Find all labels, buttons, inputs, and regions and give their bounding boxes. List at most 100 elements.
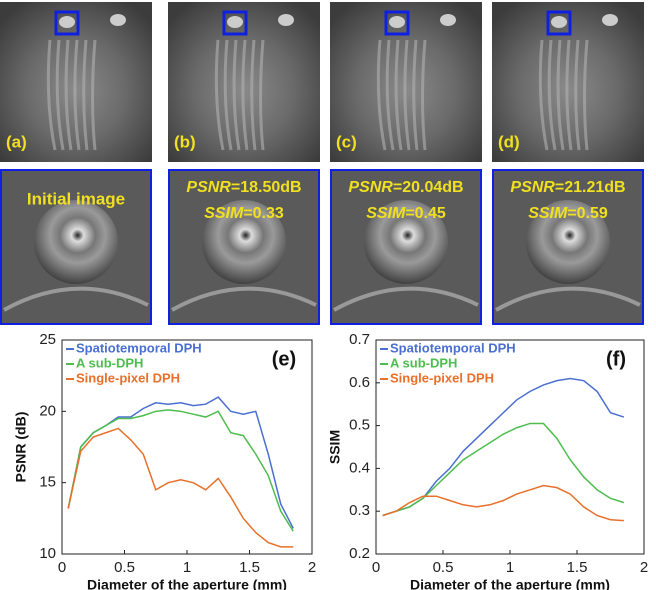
legend-label: A sub-DPH <box>76 355 143 370</box>
photo-texture <box>214 39 225 151</box>
crop-eye <box>526 200 610 284</box>
photo-texture <box>64 39 73 151</box>
metric-name: SSIM <box>204 205 244 222</box>
metric-value: =18.50dB <box>231 179 302 196</box>
series-line <box>67 409 294 532</box>
y-tick-label: 0.4 <box>349 459 370 476</box>
crop-eye <box>202 200 286 284</box>
panel-label: (c) <box>336 132 357 151</box>
photo-texture <box>91 39 97 151</box>
crop-texture <box>3 286 149 312</box>
photo-eye <box>278 14 294 26</box>
series-line <box>382 377 625 517</box>
panel-annotation: (f) <box>606 348 626 370</box>
crop-eye <box>364 200 448 284</box>
y-tick-label: 0.7 <box>349 331 370 348</box>
x-axis-label: Diameter of the aperture (mm) <box>87 577 287 590</box>
y-tick-label: 0.3 <box>349 502 370 519</box>
series-line <box>382 484 624 522</box>
photo-texture <box>232 39 241 151</box>
x-tick-label: 1.5 <box>239 559 260 576</box>
x-tick-label: 0.5 <box>433 559 454 576</box>
y-tick-label: 20 <box>39 402 56 419</box>
photo-texture <box>574 39 581 151</box>
x-tick-label: 1.5 <box>567 559 588 576</box>
series-line <box>67 396 294 529</box>
metric-name: PSNR <box>510 179 555 196</box>
crop-texture <box>333 286 479 312</box>
metric-name: PSNR <box>186 179 231 196</box>
crop-texture <box>495 286 641 312</box>
crop-metric: SSIM=0.33 <box>204 205 284 222</box>
photo-texture <box>556 39 565 151</box>
metric-value: =0.59 <box>567 205 608 222</box>
crop-texture <box>171 286 317 312</box>
y-tick-label: 15 <box>39 474 56 491</box>
photo-texture <box>376 39 387 151</box>
metric-value: =20.04dB <box>393 179 464 196</box>
x-tick-label: 0.5 <box>114 559 135 576</box>
roi-box <box>222 10 248 36</box>
legend-label: Single-pixel DPH <box>390 370 494 385</box>
photo-texture <box>565 39 573 151</box>
crop-metric: PSNR=21.21dB <box>510 179 625 196</box>
x-tick-label: 2 <box>308 559 316 576</box>
photo-eye <box>602 14 618 26</box>
photo-texture <box>82 39 89 151</box>
legend-label: Single-pixel DPH <box>76 370 180 385</box>
photo-eye <box>59 16 75 28</box>
series-line <box>382 422 625 517</box>
y-tick-label: 25 <box>39 331 56 348</box>
photo-eye <box>551 16 567 28</box>
metric-name: SSIM <box>366 205 406 222</box>
y-axis-label: PSNR (dB) <box>13 412 29 483</box>
x-tick-label: 0 <box>58 559 66 576</box>
panel-label: (a) <box>6 132 27 151</box>
x-axis-label: Diameter of the aperture (mm) <box>410 577 610 590</box>
roi-box <box>546 10 572 36</box>
y-tick-label: 0.6 <box>349 374 370 391</box>
panel-label: (d) <box>498 132 520 151</box>
legend-label: Spatiotemporal DPH <box>390 340 516 355</box>
photo-texture <box>547 39 557 151</box>
metric-name: SSIM <box>528 205 568 222</box>
crop-metric: PSNR=20.04dB <box>348 179 463 196</box>
photo-texture <box>538 39 549 151</box>
x-tick-label: 1 <box>506 559 514 576</box>
metric-value: =0.45 <box>405 205 446 222</box>
photo-texture <box>223 39 233 151</box>
panel-label: (b) <box>174 132 196 151</box>
crop-metric: SSIM=0.59 <box>528 205 608 222</box>
y-tick-label: 0.2 <box>349 545 370 562</box>
crop-caption: Initial image <box>27 189 125 208</box>
photo-eye <box>389 16 405 28</box>
photo-texture <box>259 39 265 151</box>
photo-texture <box>394 39 403 151</box>
photo-texture <box>412 39 419 151</box>
metric-name: PSNR <box>348 179 393 196</box>
metric-value: =21.21dB <box>555 179 626 196</box>
photo-texture <box>583 39 589 151</box>
crop-eye <box>34 200 118 284</box>
legend-label: A sub-DPH <box>390 355 457 370</box>
roi-box <box>54 10 80 36</box>
panel-annotation: (e) <box>272 348 296 370</box>
photo-texture <box>250 39 257 151</box>
crop-metric: SSIM=0.45 <box>366 205 446 222</box>
legend-label: Spatiotemporal DPH <box>76 340 202 355</box>
photo-texture <box>403 39 411 151</box>
y-axis-label: SSIM <box>327 430 343 464</box>
metric-value: =0.33 <box>243 205 284 222</box>
photo-eye <box>110 14 126 26</box>
series-line <box>67 427 294 548</box>
photo-texture <box>55 39 65 151</box>
photo-texture <box>241 39 249 151</box>
x-tick-label: 0 <box>372 559 380 576</box>
photo-texture <box>385 39 395 151</box>
photo-texture <box>73 39 81 151</box>
roi-box <box>384 10 410 36</box>
x-tick-label: 1 <box>183 559 191 576</box>
photo-eye <box>227 16 243 28</box>
photo-texture <box>46 39 57 151</box>
